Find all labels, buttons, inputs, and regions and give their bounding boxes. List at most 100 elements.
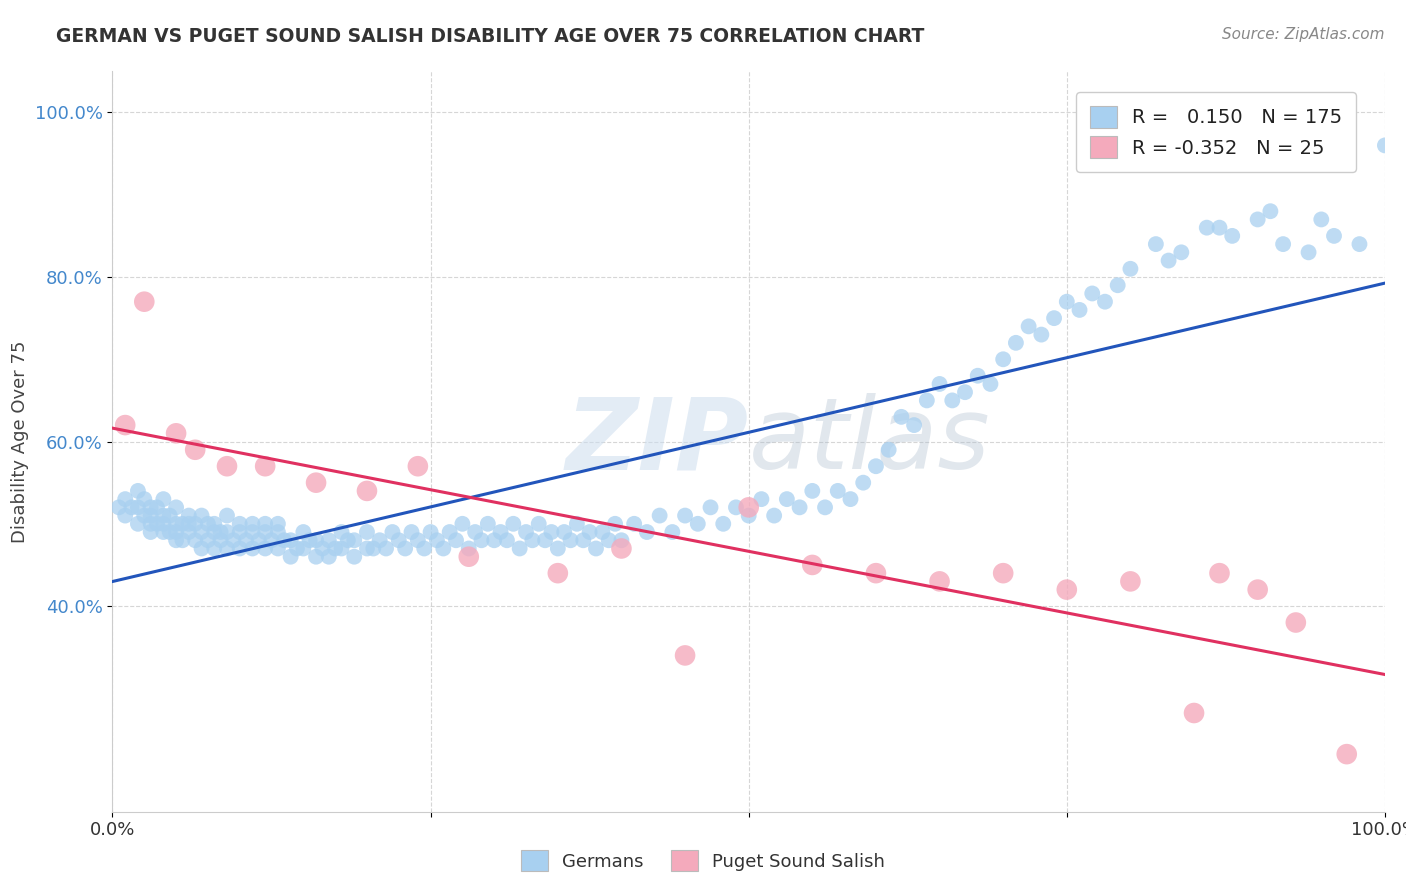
Point <box>228 516 252 531</box>
Point <box>865 459 887 474</box>
Point <box>394 541 416 556</box>
Point <box>215 541 238 556</box>
Point <box>1285 615 1308 630</box>
Point <box>636 524 658 539</box>
Point <box>426 533 449 548</box>
Point <box>865 566 887 581</box>
Point <box>242 516 264 531</box>
Point <box>165 500 187 515</box>
Point <box>1031 327 1053 342</box>
Point <box>470 533 492 548</box>
Point <box>165 524 187 539</box>
Point <box>134 294 156 309</box>
Point <box>356 483 378 498</box>
Point <box>152 516 174 531</box>
Point <box>152 492 174 507</box>
Y-axis label: Disability Age Over 75: Disability Age Over 75 <box>11 340 30 543</box>
Point <box>242 524 264 539</box>
Point <box>457 541 479 556</box>
Point <box>1310 212 1333 227</box>
Point <box>686 516 709 531</box>
Point <box>724 500 747 515</box>
Point <box>444 533 467 548</box>
Point <box>1247 582 1270 597</box>
Point <box>202 524 225 539</box>
Point <box>172 533 194 548</box>
Point <box>375 541 398 556</box>
Point <box>419 524 441 539</box>
Point <box>267 524 290 539</box>
Point <box>406 459 429 474</box>
Point <box>336 533 359 548</box>
Point <box>152 524 174 539</box>
Point <box>610 533 633 548</box>
Point <box>877 442 900 457</box>
Point <box>1220 228 1243 243</box>
Point <box>254 524 277 539</box>
Point <box>1094 294 1116 309</box>
Point <box>247 533 270 548</box>
Point <box>598 533 620 548</box>
Point <box>356 541 378 556</box>
Point <box>228 541 252 556</box>
Point <box>172 516 194 531</box>
Point <box>114 418 136 433</box>
Point <box>1043 311 1066 326</box>
Point <box>267 541 290 556</box>
Point <box>381 524 404 539</box>
Point <box>953 385 976 400</box>
Point <box>323 541 346 556</box>
Point <box>1056 582 1078 597</box>
Point <box>1119 261 1142 276</box>
Point <box>177 524 200 539</box>
Point <box>763 508 786 523</box>
Point <box>330 524 353 539</box>
Point <box>202 541 225 556</box>
Point <box>1018 319 1040 334</box>
Point <box>451 516 474 531</box>
Point <box>711 516 734 531</box>
Point <box>673 508 696 523</box>
Point <box>134 508 156 523</box>
Point <box>776 492 799 507</box>
Point <box>789 500 811 515</box>
Point <box>928 574 950 589</box>
Point <box>439 524 461 539</box>
Point <box>852 475 875 490</box>
Point <box>814 500 837 515</box>
Point <box>572 533 595 548</box>
Point <box>527 516 550 531</box>
Point <box>484 533 506 548</box>
Text: GERMAN VS PUGET SOUND SALISH DISABILITY AGE OVER 75 CORRELATION CHART: GERMAN VS PUGET SOUND SALISH DISABILITY … <box>56 27 925 45</box>
Point <box>915 393 938 408</box>
Point <box>502 516 524 531</box>
Point <box>368 533 391 548</box>
Point <box>127 483 149 498</box>
Point <box>121 500 143 515</box>
Point <box>305 475 328 490</box>
Point <box>242 541 264 556</box>
Point <box>318 549 340 564</box>
Point <box>165 533 187 548</box>
Point <box>292 541 315 556</box>
Point <box>801 558 824 572</box>
Point <box>159 508 181 523</box>
Point <box>209 533 232 548</box>
Point <box>165 516 187 531</box>
Point <box>610 541 633 556</box>
Point <box>202 516 225 531</box>
Point <box>1170 245 1192 260</box>
Point <box>222 533 245 548</box>
Point <box>890 409 912 424</box>
Text: Source: ZipAtlas.com: Source: ZipAtlas.com <box>1222 27 1385 42</box>
Point <box>228 524 252 539</box>
Point <box>540 524 562 539</box>
Point <box>1298 245 1320 260</box>
Point <box>177 516 200 531</box>
Point <box>330 541 353 556</box>
Point <box>356 524 378 539</box>
Point <box>623 516 645 531</box>
Point <box>547 541 569 556</box>
Point <box>209 524 232 539</box>
Point <box>489 524 512 539</box>
